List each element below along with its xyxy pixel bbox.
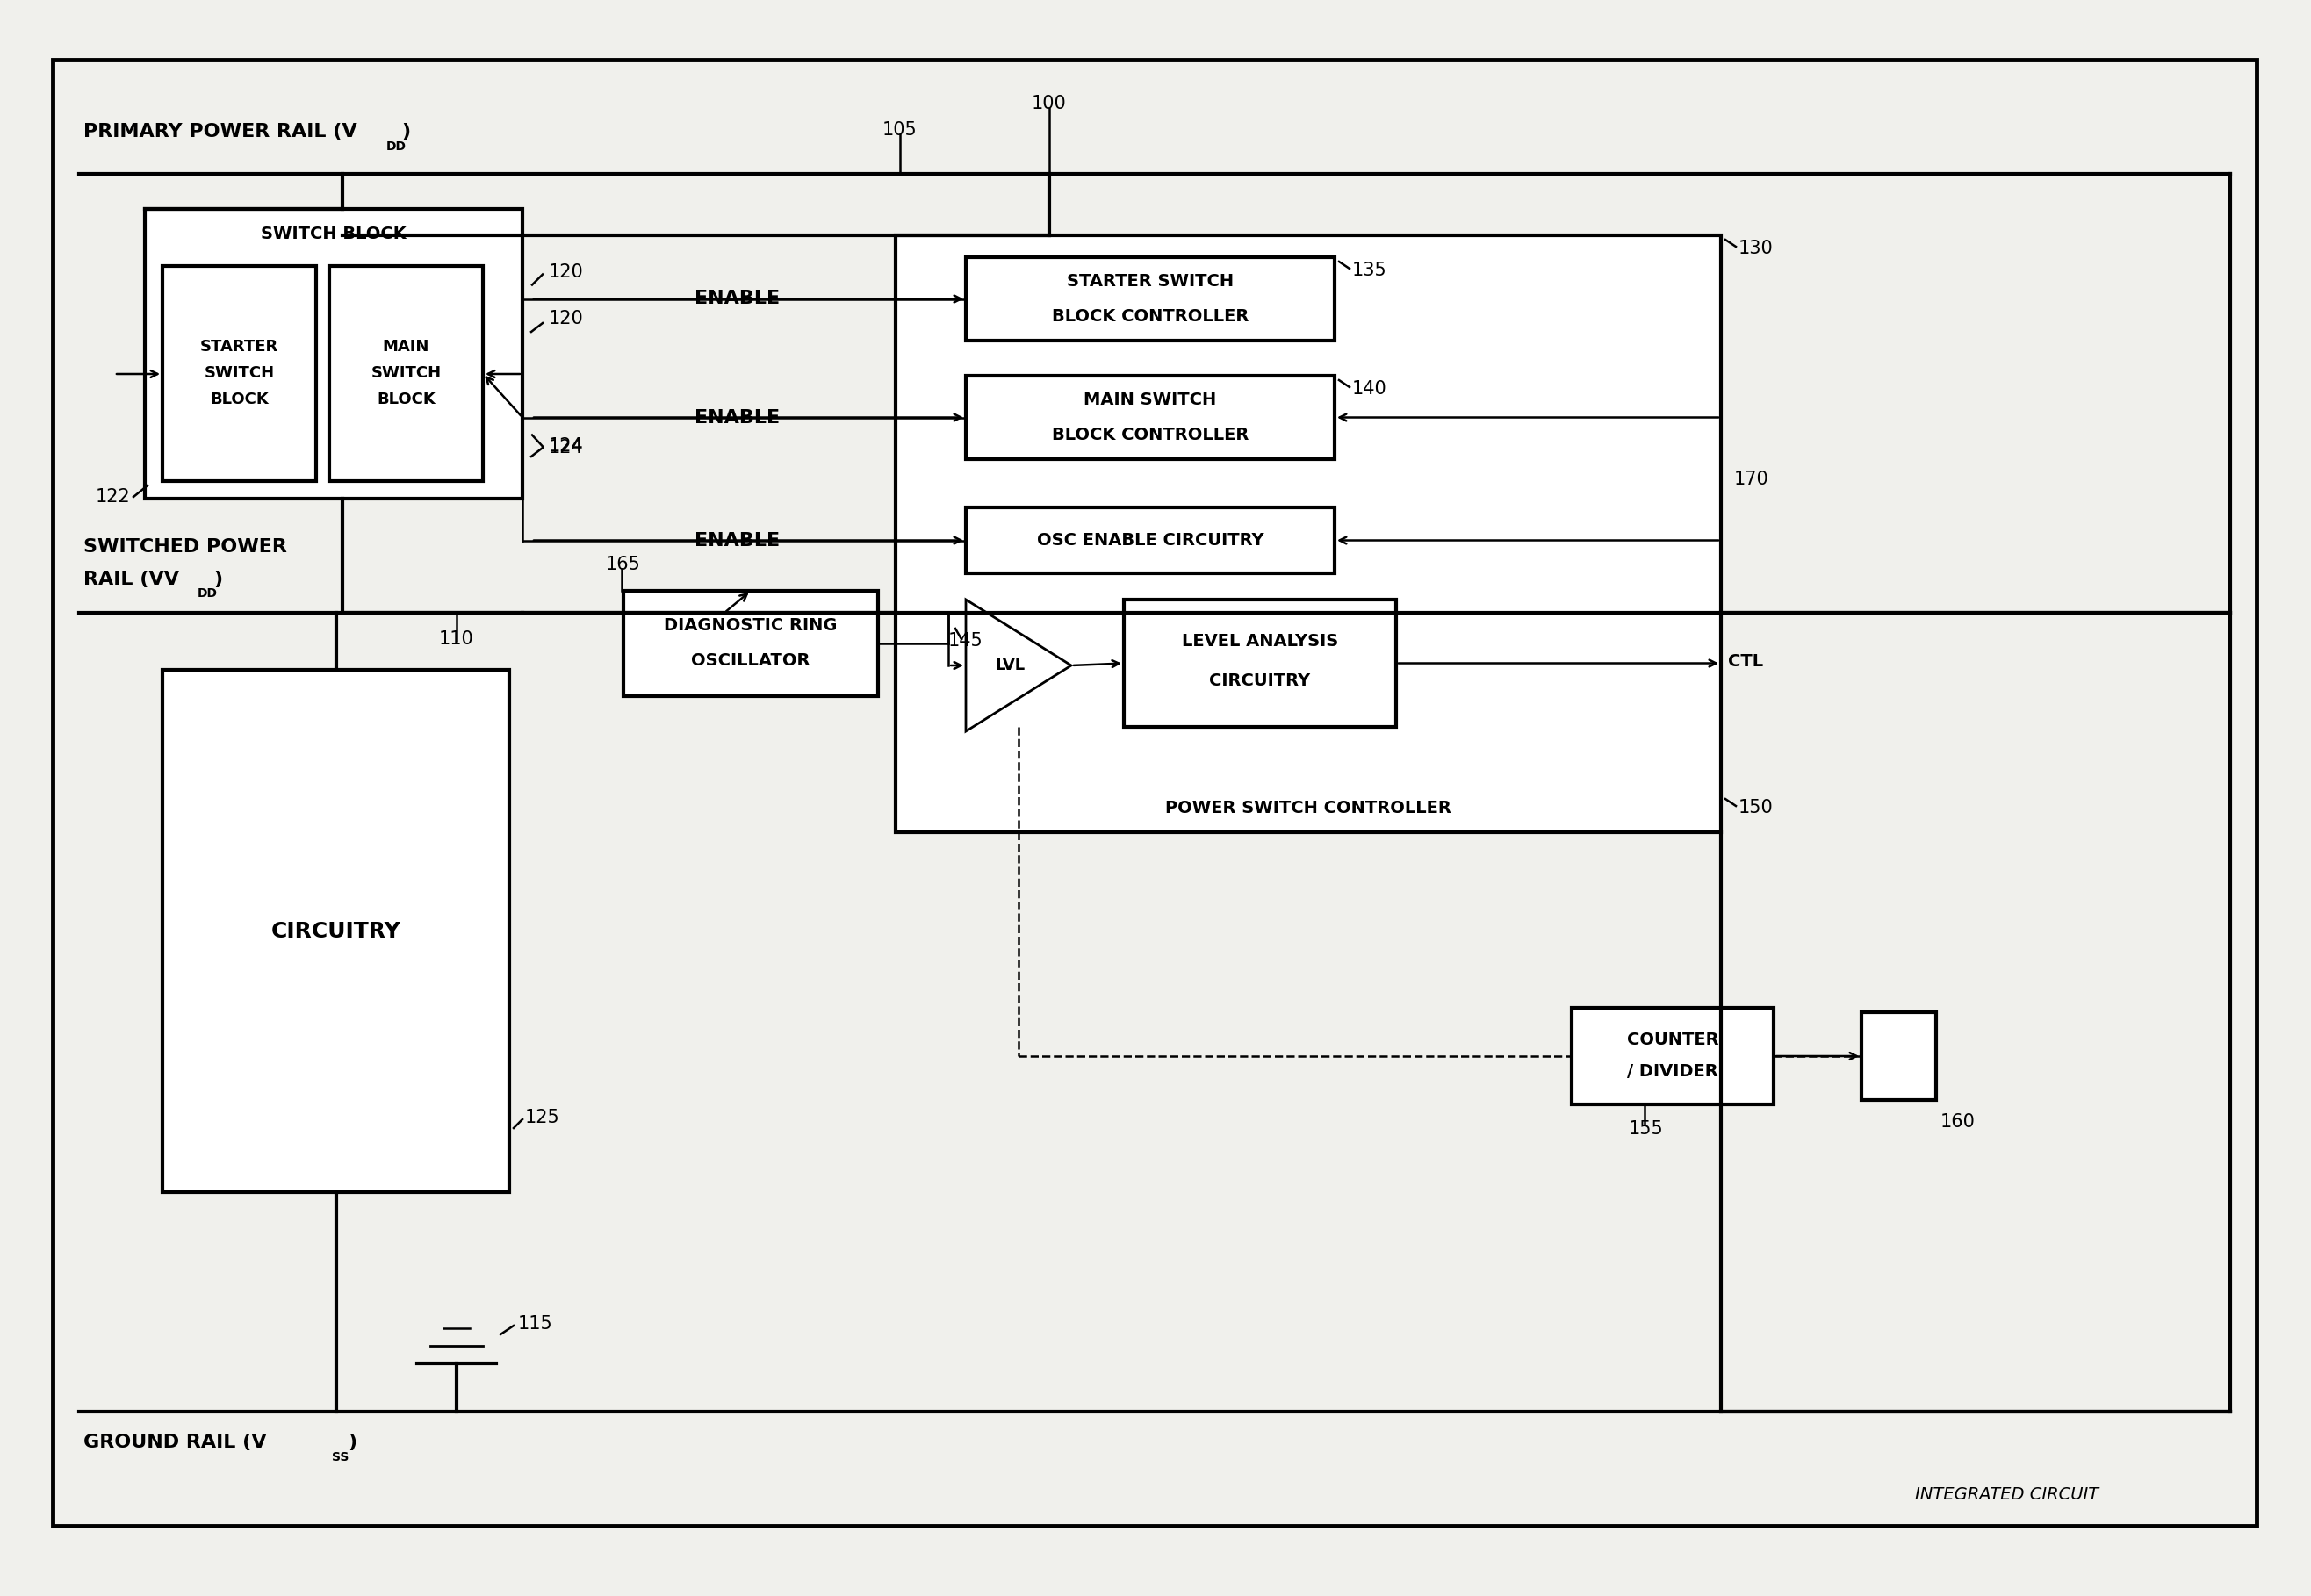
Text: 105: 105 <box>883 121 917 139</box>
Text: 130: 130 <box>1738 239 1773 257</box>
Text: 165: 165 <box>605 555 640 573</box>
Text: 122: 122 <box>95 488 129 506</box>
Bar <box>966 508 1336 573</box>
Text: 170: 170 <box>1733 471 1768 488</box>
Text: POWER SWITCH CONTROLLER: POWER SWITCH CONTROLLER <box>1165 800 1451 816</box>
Bar <box>624 591 878 696</box>
Text: 150: 150 <box>1738 800 1773 817</box>
Text: 115: 115 <box>518 1315 552 1333</box>
Text: 120: 120 <box>548 310 585 327</box>
Text: ENABLE: ENABLE <box>696 290 781 308</box>
Text: ENABLE: ENABLE <box>696 409 781 426</box>
Text: BLOCK: BLOCK <box>210 393 268 409</box>
Text: DD: DD <box>386 140 407 153</box>
Text: ): ) <box>347 1433 356 1451</box>
Text: DD: DD <box>196 587 217 600</box>
Text: BLOCK CONTROLLER: BLOCK CONTROLLER <box>1052 426 1248 444</box>
Text: CIRCUITRY: CIRCUITRY <box>1209 672 1310 689</box>
Text: 145: 145 <box>948 632 982 650</box>
Text: OSCILLATOR: OSCILLATOR <box>691 653 811 669</box>
Text: DIAGNOSTIC RING: DIAGNOSTIC RING <box>663 618 837 634</box>
Text: 110: 110 <box>439 630 474 648</box>
Text: 100: 100 <box>1031 94 1068 112</box>
Bar <box>146 209 522 498</box>
Text: MAIN: MAIN <box>384 340 430 354</box>
Text: / DIVIDER: / DIVIDER <box>1627 1063 1717 1080</box>
Text: BLOCK CONTROLLER: BLOCK CONTROLLER <box>1052 308 1248 326</box>
Text: 124: 124 <box>548 437 585 455</box>
Text: SWITCH: SWITCH <box>203 365 275 381</box>
Bar <box>162 670 508 1192</box>
Text: 125: 125 <box>525 1109 559 1127</box>
Text: MAIN SWITCH: MAIN SWITCH <box>1084 391 1216 409</box>
Text: 155: 155 <box>1629 1120 1664 1138</box>
Text: INTEGRATED CIRCUIT: INTEGRATED CIRCUIT <box>1916 1487 2098 1503</box>
Polygon shape <box>966 600 1072 731</box>
Text: CIRCUITRY: CIRCUITRY <box>270 921 400 942</box>
Text: COUNTER: COUNTER <box>1627 1033 1719 1049</box>
Text: CTL: CTL <box>1729 653 1763 670</box>
Text: ENABLE: ENABLE <box>696 531 781 549</box>
Text: 124: 124 <box>548 439 585 456</box>
Text: SWITCH: SWITCH <box>372 365 441 381</box>
Text: STARTER SWITCH: STARTER SWITCH <box>1068 273 1234 290</box>
Text: BLOCK: BLOCK <box>377 393 434 409</box>
Bar <box>897 235 1722 832</box>
Bar <box>1123 600 1396 726</box>
Bar <box>1571 1007 1773 1104</box>
Text: SWITCHED POWER: SWITCHED POWER <box>83 538 287 555</box>
Bar <box>328 267 483 480</box>
Text: OSC ENABLE CIRCUITRY: OSC ENABLE CIRCUITRY <box>1038 531 1264 549</box>
Text: PRIMARY POWER RAIL (V: PRIMARY POWER RAIL (V <box>83 123 358 140</box>
Text: ): ) <box>213 571 222 589</box>
Bar <box>1860 1012 1937 1100</box>
Text: STARTER: STARTER <box>201 340 277 354</box>
Bar <box>966 375 1336 460</box>
Bar <box>966 257 1336 340</box>
Text: SWITCH BLOCK: SWITCH BLOCK <box>261 225 407 243</box>
Text: GROUND RAIL (V: GROUND RAIL (V <box>83 1433 266 1451</box>
Text: LVL: LVL <box>994 658 1024 674</box>
Text: LEVEL ANALYSIS: LEVEL ANALYSIS <box>1181 634 1338 650</box>
Bar <box>162 267 317 480</box>
Text: 160: 160 <box>1941 1112 1976 1130</box>
Text: ): ) <box>402 123 409 140</box>
Text: 140: 140 <box>1352 380 1387 397</box>
Text: SS: SS <box>333 1451 349 1464</box>
Text: 135: 135 <box>1352 262 1387 279</box>
Text: 120: 120 <box>548 263 585 281</box>
Text: RAIL (VV: RAIL (VV <box>83 571 180 589</box>
